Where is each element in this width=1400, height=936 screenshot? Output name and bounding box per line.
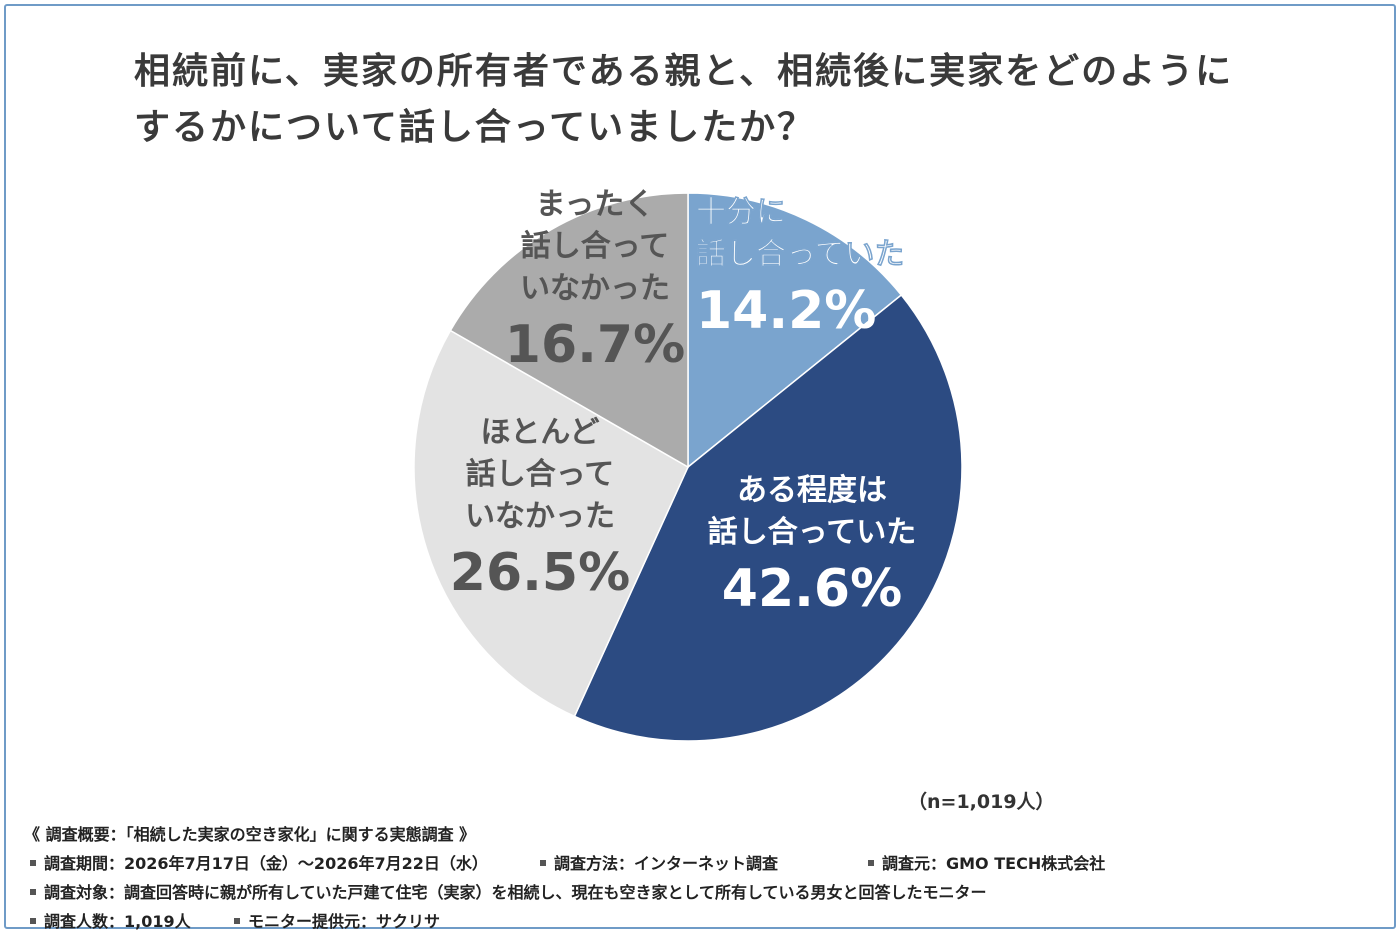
survey-count: 調査人数：1,019人	[44, 912, 191, 931]
bullet-icon	[30, 889, 36, 895]
slice-value-label-3: 26.5%	[450, 543, 630, 603]
pie-slice-3	[413, 329, 689, 718]
chart-frame	[4, 4, 1396, 929]
bullet-icon	[30, 860, 36, 866]
survey-source: 調査元：GMO TECH株式会社	[882, 854, 1106, 873]
chart-title-line-2: するかについて話し合っていましたか？	[134, 107, 816, 148]
slice-label-4-line-1: まったく	[536, 187, 655, 222]
bullet-icon	[540, 860, 546, 866]
slice-label-3-line-1: ほとんど	[480, 415, 599, 450]
slice-label-2-line-2: 話し合っていた	[708, 515, 917, 550]
slice-label-1-line-2: 話し合っていた	[696, 237, 905, 272]
chart-title: 相続前に、実家の所有者である親と、相続後に実家をどのように するかについて話し合…	[134, 44, 1314, 156]
slice-label-4-line-2: 話し合って	[521, 229, 670, 264]
bullet-icon	[868, 860, 874, 866]
slice-value-label-4: 16.7%	[505, 315, 685, 375]
pie-slice-2	[573, 293, 963, 742]
pie-slice-4	[449, 192, 689, 469]
survey-period: 調査期間：2026年7月17日（金）～2026年7月22日（水）	[44, 854, 488, 873]
survey-overview: 《 調査概要：「相続した実家の空き家化」に関する実態調査 》 調査期間：2026…	[24, 820, 1324, 936]
bullet-icon	[30, 918, 36, 924]
sample-size-note: （n=1,019人）	[908, 791, 1055, 813]
slice-label-3-line-2: 話し合って	[466, 457, 615, 492]
survey-overview-heading: 《 調査概要：「相続した実家の空き家化」に関する実態調査 》	[24, 825, 476, 844]
bullet-icon	[234, 918, 240, 924]
slice-label-1-line-1: 十分に	[696, 195, 786, 230]
slice-label-3-line-3: いなかった	[465, 499, 615, 534]
slice-label-2-line-1: ある程度は	[737, 473, 887, 508]
slice-value-label-2: 42.6%	[722, 559, 902, 619]
survey-target: 調査対象：調査回答時に親が所有していた戸建て住宅（実家）を相続し、現在も空き家と…	[44, 883, 987, 902]
monitor-provider: モニター提供元：サクリサ	[248, 912, 441, 931]
slice-label-4-line-3: いなかった	[520, 271, 670, 306]
slice-value-label-1: 14.2%	[696, 281, 876, 341]
chart-title-line-1: 相続前に、実家の所有者である親と、相続後に実家をどのように	[134, 51, 1234, 92]
survey-method: 調査方法：インターネット調査	[554, 854, 779, 873]
pie-slice-1	[687, 192, 903, 469]
